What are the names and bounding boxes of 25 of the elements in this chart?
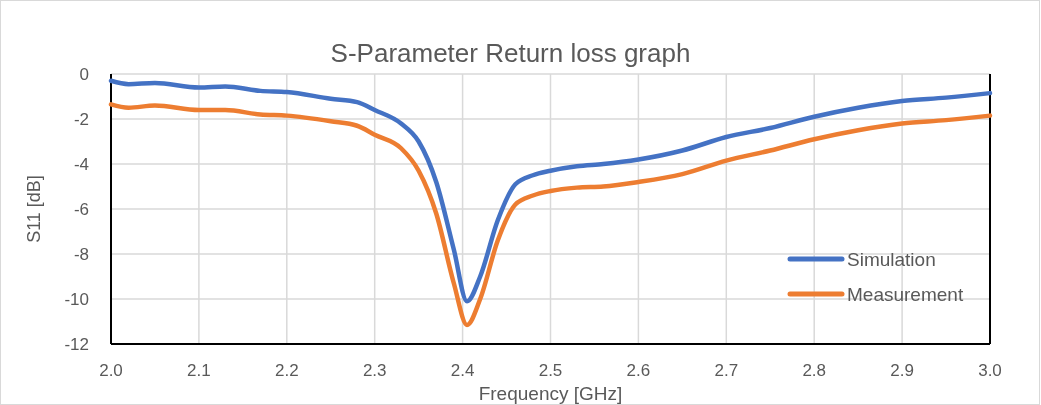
x-tick-label: 2.9 bbox=[890, 361, 914, 380]
x-tick-label: 2.2 bbox=[274, 361, 299, 380]
x-tick-label: 2.1 bbox=[187, 361, 211, 380]
x-tick-label: 2.0 bbox=[99, 361, 123, 380]
x-tick-label: 2.4 bbox=[450, 361, 475, 380]
x-tick-label: 3.0 bbox=[978, 361, 1002, 380]
legend-label: Simulation bbox=[847, 248, 936, 270]
line-series bbox=[108, 102, 993, 328]
y-tick-label: 0 bbox=[79, 64, 89, 84]
x-tick-label: 2.7 bbox=[714, 361, 739, 380]
chart-title: S-Parameter Return loss graph bbox=[330, 38, 691, 68]
y-tick-label: -6 bbox=[73, 199, 89, 219]
x-axis-title: Frequency [GHz] bbox=[478, 383, 623, 404]
line-series bbox=[108, 78, 993, 304]
y-tick-label: -4 bbox=[73, 154, 89, 174]
y-tick-label: -8 bbox=[73, 244, 89, 264]
x-tick-label: 2.6 bbox=[626, 361, 651, 380]
y-tick-label: -10 bbox=[64, 289, 89, 309]
y-tick-label: -12 bbox=[64, 334, 89, 354]
x-tick-label: 2.5 bbox=[538, 361, 563, 380]
x-tick-label: 2.3 bbox=[362, 361, 387, 380]
x-tick-label: 2.8 bbox=[802, 361, 827, 380]
legend-label: Measurement bbox=[847, 283, 964, 305]
y-axis-title: S11 [dB] bbox=[24, 175, 44, 243]
y-tick-label: -2 bbox=[73, 109, 89, 129]
